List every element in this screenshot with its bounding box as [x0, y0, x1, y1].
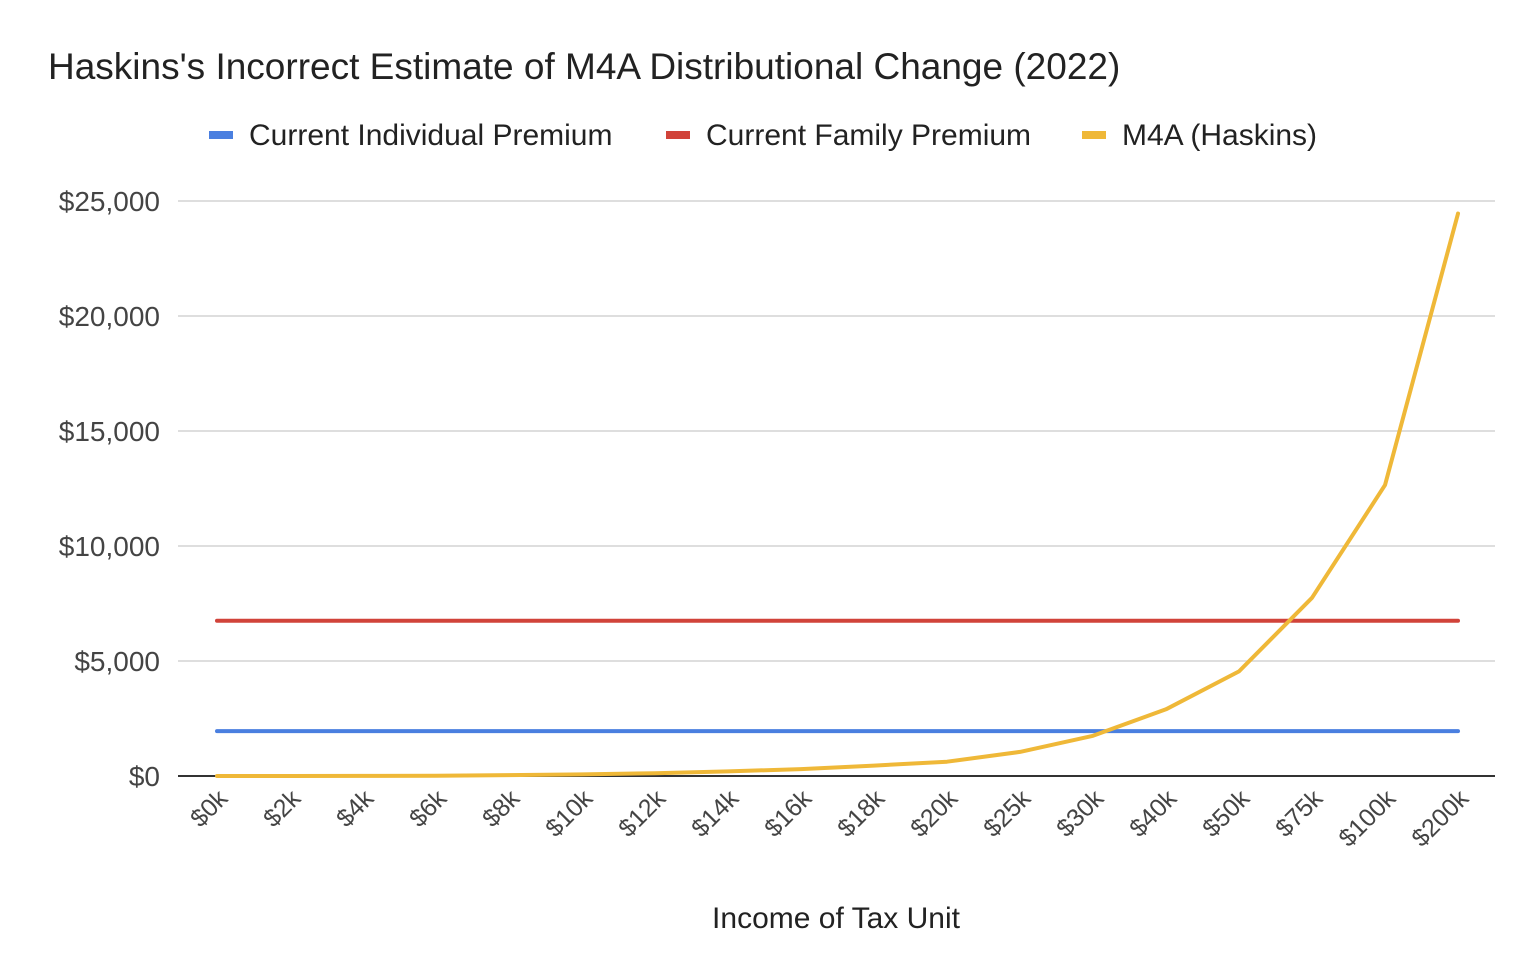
y-tick-label: $20,000	[59, 301, 160, 332]
x-tick-label: $16k	[759, 784, 817, 842]
x-tick-label: $30k	[1051, 784, 1109, 842]
x-tick-label: $10k	[540, 784, 598, 842]
x-tick-label: $4k	[331, 784, 380, 833]
legend-label: M4A (Haskins)	[1122, 119, 1317, 152]
x-tick-label: $100k	[1333, 784, 1401, 852]
y-tick-label: $10,000	[59, 531, 160, 562]
x-axis-ticks: $0k $2k $4k $6k $8k $10k $12k $14k $16k $18k $20k $…	[185, 784, 1475, 852]
y-tick-label: $0	[129, 761, 160, 792]
y-tick-label: $25,000	[59, 186, 160, 217]
x-tick-label: $18k	[832, 784, 890, 842]
series-line-2	[215, 211, 1460, 778]
x-tick-label: $0k	[185, 784, 234, 833]
x-tick-label: $12k	[613, 784, 671, 842]
gridlines	[178, 200, 1495, 662]
x-tick-label: $20k	[905, 784, 963, 842]
x-tick-label: $40k	[1124, 784, 1182, 842]
x-tick-label: $25k	[978, 784, 1036, 842]
legend-item: Current Individual Premium	[209, 119, 612, 152]
x-axis-label: Income of Tax Unit	[712, 902, 961, 935]
y-tick-label: $5,000	[74, 646, 160, 677]
y-tick-label: $15,000	[59, 416, 160, 447]
x-tick-label: $8k	[477, 784, 526, 833]
y-axis-ticks: $0 $5,000 $10,000 $15,000 $20,000 $25,000	[59, 186, 160, 792]
x-tick-label: $200k	[1406, 784, 1474, 852]
x-tick-label: $50k	[1197, 784, 1255, 842]
legend: Current Individual Premium Current Family…	[209, 119, 1317, 152]
x-tick-label: $2k	[258, 784, 307, 833]
legend-swatch	[1082, 131, 1106, 139]
x-tick-label: $6k	[404, 784, 453, 833]
series-lines	[215, 211, 1460, 778]
legend-label: Current Family Premium	[706, 119, 1031, 152]
legend-item: Current Family Premium	[666, 119, 1031, 152]
legend-swatch	[666, 131, 690, 139]
chart-title: Haskins's Incorrect Estimate of M4A Dist…	[48, 46, 1120, 87]
legend-label: Current Individual Premium	[249, 119, 612, 152]
legend-item: M4A (Haskins)	[1082, 119, 1317, 152]
legend-swatch	[209, 131, 233, 139]
x-tick-label: $14k	[686, 784, 744, 842]
x-tick-label: $75k	[1270, 784, 1328, 842]
